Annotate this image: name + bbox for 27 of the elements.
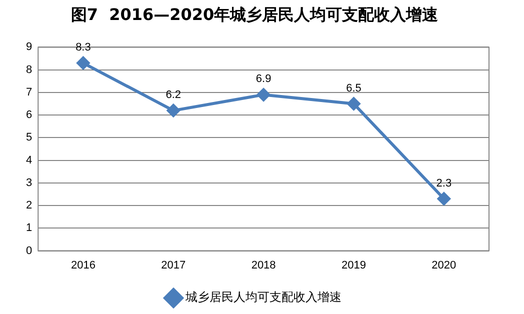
data-label: 6.2 [166, 89, 182, 102]
x-tick-label: 2017 [161, 259, 186, 272]
legend-label: 城乡居民人均可支配收入增速 [184, 290, 342, 304]
point [257, 88, 270, 102]
y-tick-label: 2 [26, 200, 32, 212]
point [437, 192, 450, 206]
y-tick-label: 0 [26, 244, 32, 257]
point [166, 104, 180, 118]
data-label: 8.3 [76, 42, 91, 54]
data-label: 2.3 [436, 177, 452, 190]
point [347, 97, 360, 110]
data-label: 6.5 [346, 82, 362, 94]
y-tick-label: 1 [26, 222, 32, 234]
y-tick-label: 9 [26, 41, 32, 54]
point [76, 56, 90, 70]
y-tick-label: 6 [26, 109, 32, 122]
y-tick-label: 3 [26, 176, 32, 189]
data-label: 6.9 [256, 73, 272, 86]
x-tick-label: 2018 [251, 259, 276, 272]
x-tick-label: 2019 [341, 259, 366, 272]
x-tick-label: 2020 [432, 259, 456, 272]
y-tick-label: 4 [26, 154, 32, 166]
y-tick-label: 8 [26, 64, 32, 76]
chart-title: 图7 2016—2020年城乡居民人均可支配收入增速 [70, 4, 440, 24]
x-tick-label: 2016 [70, 259, 96, 272]
y-tick-label: 7 [26, 86, 32, 98]
y-tick-label: 5 [26, 132, 32, 144]
